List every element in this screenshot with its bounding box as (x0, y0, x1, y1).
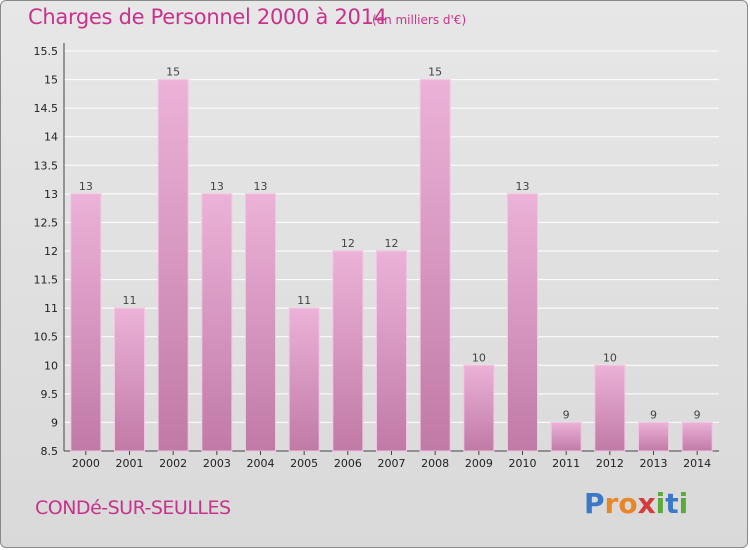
bar (201, 193, 233, 452)
bar-value-label: 9 (650, 408, 657, 421)
y-tick-label: 8.5 (41, 445, 59, 458)
x-tick-label: 2012 (596, 457, 624, 470)
bar (638, 421, 669, 452)
y-tick-label: 14 (44, 131, 58, 144)
bar-value-label: 15 (166, 66, 180, 79)
y-tick-label: 15 (44, 74, 58, 87)
bar-value-label: 15 (428, 66, 442, 79)
y-tick-label: 11 (44, 302, 58, 315)
bar (594, 364, 626, 452)
x-tick-label: 2005 (290, 457, 318, 470)
y-tick-label: 14.5 (34, 102, 59, 115)
bar (507, 193, 538, 452)
y-tick-label: 13.5 (34, 159, 59, 172)
y-tick-label: 10 (44, 359, 58, 372)
bar-value-label: 13 (210, 180, 224, 193)
bar-value-label: 10 (472, 351, 486, 364)
y-tick-label: 11.5 (34, 274, 59, 287)
bar-value-label: 13 (79, 180, 93, 193)
bar-value-label: 10 (603, 351, 617, 364)
bar-value-label: 9 (694, 408, 701, 421)
y-tick-label: 9.5 (41, 388, 59, 401)
x-tick-label: 2003 (203, 457, 231, 470)
x-tick-label: 2002 (159, 457, 187, 470)
y-tick-label: 12.5 (34, 216, 59, 229)
logo-letter: i (655, 487, 666, 520)
bar-value-label: 13 (516, 180, 530, 193)
logo-letter: i (678, 487, 689, 520)
x-tick-label: 2008 (421, 457, 449, 470)
x-tick-label: 2011 (552, 457, 580, 470)
bar-value-label: 12 (341, 237, 355, 250)
y-tick-label: 13 (44, 188, 58, 201)
bar (245, 193, 276, 452)
bar (288, 307, 320, 452)
x-tick-label: 2004 (247, 457, 275, 470)
logo-letter: r (604, 487, 619, 520)
chart-title: Charges de Personnel 2000 à 2014 (28, 5, 387, 29)
x-tick-label: 2013 (640, 457, 668, 470)
y-tick-label: 10.5 (34, 331, 59, 344)
bar (550, 421, 582, 452)
y-tick-label: 15.5 (34, 45, 59, 58)
x-tick-label: 2006 (334, 457, 362, 470)
bar-value-label: 11 (297, 294, 311, 307)
logo-letter: o (618, 487, 638, 520)
bar (332, 250, 364, 452)
logo-letter: t (665, 487, 679, 520)
y-tick-label: 9 (51, 416, 58, 429)
bar (114, 307, 145, 452)
y-tick-label: 12 (44, 245, 58, 258)
x-tick-label: 2009 (465, 457, 493, 470)
x-tick-label: 2010 (509, 457, 537, 470)
x-tick-label: 2014 (683, 457, 711, 470)
chart-unit-note: (en milliers d'€) (372, 13, 467, 27)
bar (681, 421, 713, 452)
commune-name: CONDé-SUR-SEULLES (35, 497, 231, 519)
x-tick-label: 2007 (378, 457, 406, 470)
bar (70, 193, 102, 452)
bar (157, 79, 189, 452)
proxiti-logo: Proxiti (584, 487, 688, 520)
bar (463, 364, 495, 452)
logo-letter: P (584, 487, 605, 520)
logo-letter: x (637, 487, 656, 520)
bar-value-label: 9 (563, 408, 570, 421)
bar-value-label: 13 (254, 180, 268, 193)
x-tick-label: 2001 (116, 457, 144, 470)
bar (376, 250, 407, 452)
x-tick-label: 2000 (72, 457, 100, 470)
bar (419, 79, 451, 452)
bar-value-label: 12 (385, 237, 399, 250)
bar-value-label: 11 (123, 294, 137, 307)
